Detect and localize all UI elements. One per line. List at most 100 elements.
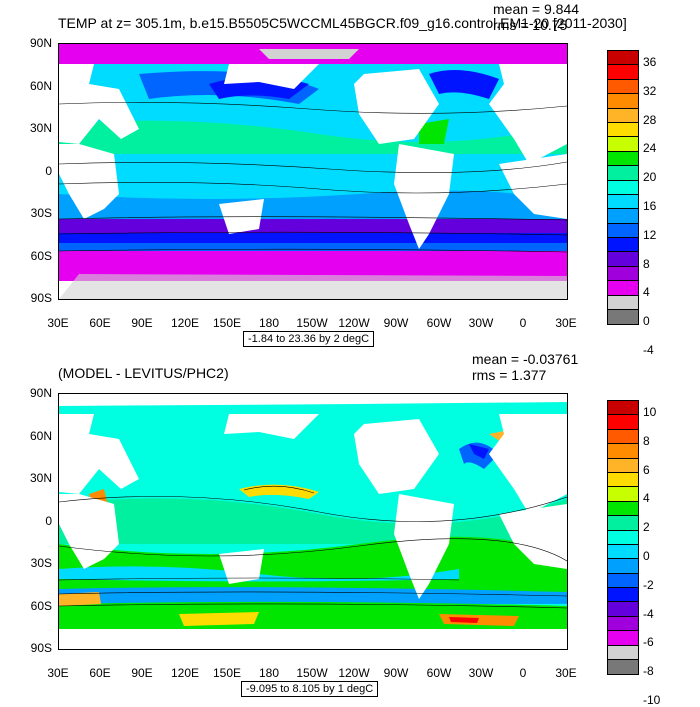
colorbar-segment: [608, 137, 638, 152]
lat-label: 30S: [30, 206, 52, 220]
colorbar-segment: [608, 602, 638, 617]
colorbar-segment: [608, 616, 638, 632]
colorbar-label: 10: [643, 405, 657, 420]
lat-label: 0: [45, 514, 52, 528]
colorbar-segment: [608, 122, 638, 138]
colorbar-label: 36: [643, 55, 657, 70]
colorbar-label: 8: [643, 256, 650, 271]
colorbar-segment: [608, 588, 638, 603]
colorbar-label: -10: [643, 693, 661, 707]
colorbar-label: -4: [643, 606, 654, 621]
colorbar-label: 6: [643, 462, 650, 477]
colorbar-segment: [608, 573, 638, 589]
lon-label: 30W: [468, 316, 494, 330]
lon-label: 120W: [338, 316, 370, 330]
lat-label: 60N: [29, 79, 52, 93]
colorbar-label: 28: [643, 112, 657, 127]
rms-value: rms = 1.377: [472, 367, 547, 383]
lon-label: 150W: [296, 316, 328, 330]
colorbar-segment: [608, 559, 638, 574]
panel-title: (MODEL - LEVITUS/PHC2): [58, 365, 229, 381]
lon-label: 120E: [170, 316, 200, 330]
colorbar-label: 20: [643, 170, 657, 185]
colorbar-segment: [608, 444, 638, 459]
colorbar-segment: [608, 166, 638, 181]
colorbar-label: 4: [643, 285, 650, 300]
colorbar-segment: [608, 645, 638, 661]
lat-label: 90N: [29, 386, 52, 400]
colorbar-segment: [608, 458, 638, 473]
contour-info: -1.84 to 23.36 by 2 degC: [243, 331, 375, 347]
lat-label: 60S: [30, 249, 52, 263]
colorbar-segment: [608, 238, 638, 253]
lon-label: 150E: [212, 316, 242, 330]
colorbar-segment: [608, 631, 638, 646]
contour-info: -9.095 to 8.105 by 1 degC: [241, 681, 379, 697]
colorbar-segment: [608, 65, 638, 80]
colorbar-segment: [608, 530, 638, 545]
colorbar-segment: [608, 281, 638, 296]
lat-label: 90S: [30, 641, 52, 655]
colorbar-label: 0: [643, 314, 650, 329]
lon-label: 30E: [555, 316, 577, 330]
colorbar-label: -4: [643, 343, 654, 358]
lat-label: 60S: [30, 599, 52, 613]
colorbar-segment: [608, 94, 638, 109]
lon-label: 30E: [47, 666, 69, 680]
colorbar-segment: [608, 79, 638, 95]
lon-label: 90E: [131, 316, 153, 330]
map-plot: [58, 43, 568, 300]
colorbar-label: 8: [643, 433, 650, 448]
colorbar-segment: [608, 209, 638, 224]
panel-title: TEMP at z= 305.1m, b.e15.B5505C5WCCML45B…: [58, 15, 627, 31]
colorbar-label: 4: [643, 491, 650, 506]
colorbar-segment: [608, 223, 638, 239]
colorbar-segment: [608, 151, 638, 167]
lat-label: 30N: [29, 471, 52, 485]
colorbar-segment: [608, 501, 638, 517]
colorbar-segment: [608, 51, 638, 66]
colorbar-label: 16: [643, 199, 657, 214]
colorbar: [607, 400, 639, 676]
colorbar-label: 24: [643, 141, 657, 156]
lon-label: 30W: [468, 666, 494, 680]
colorbar: [607, 50, 639, 326]
colorbar-segment: [608, 266, 638, 282]
bottom-panel: (MODEL - LEVITUS/PHC2) mean = -0.03761 r…: [0, 350, 700, 707]
colorbar-label: 12: [643, 227, 657, 242]
ocean-temperature-map: [59, 44, 567, 299]
colorbar-segment: [608, 544, 638, 560]
colorbar-segment: [608, 295, 638, 311]
lat-label: 0: [45, 164, 52, 178]
colorbar-segment: [608, 487, 638, 502]
lon-label: 60W: [426, 666, 452, 680]
lat-label: 30N: [29, 121, 52, 135]
top-panel: TEMP at z= 305.1m, b.e15.B5505C5WCCML45B…: [0, 0, 700, 358]
lon-label: 150W: [296, 666, 328, 680]
lon-label: 120E: [170, 666, 200, 680]
colorbar-segment: [608, 252, 638, 267]
lat-label: 90N: [29, 36, 52, 50]
lon-label: 120W: [338, 666, 370, 680]
lat-label: 60N: [29, 429, 52, 443]
rms-value: rms = 10.75: [493, 17, 568, 33]
lon-label: 60W: [426, 316, 452, 330]
colorbar-segment: [608, 516, 638, 531]
mean-value: mean = 9.844: [493, 1, 580, 17]
lon-label: 30E: [47, 316, 69, 330]
lon-label: 150E: [212, 666, 242, 680]
colorbar-segment: [608, 401, 638, 416]
lat-label: 90S: [30, 291, 52, 305]
lon-label: 0: [519, 666, 527, 680]
lon-label: 180: [258, 316, 280, 330]
lon-label: 0: [519, 316, 527, 330]
colorbar-segment: [608, 660, 638, 675]
lon-label: 90E: [131, 666, 153, 680]
lon-label: 90W: [383, 666, 409, 680]
colorbar-label: 2: [643, 520, 650, 535]
colorbar-segment: [608, 194, 638, 210]
colorbar-segment: [608, 108, 638, 123]
colorbar-label: -6: [643, 635, 654, 650]
colorbar-segment: [608, 310, 638, 325]
colorbar-segment: [608, 429, 638, 445]
